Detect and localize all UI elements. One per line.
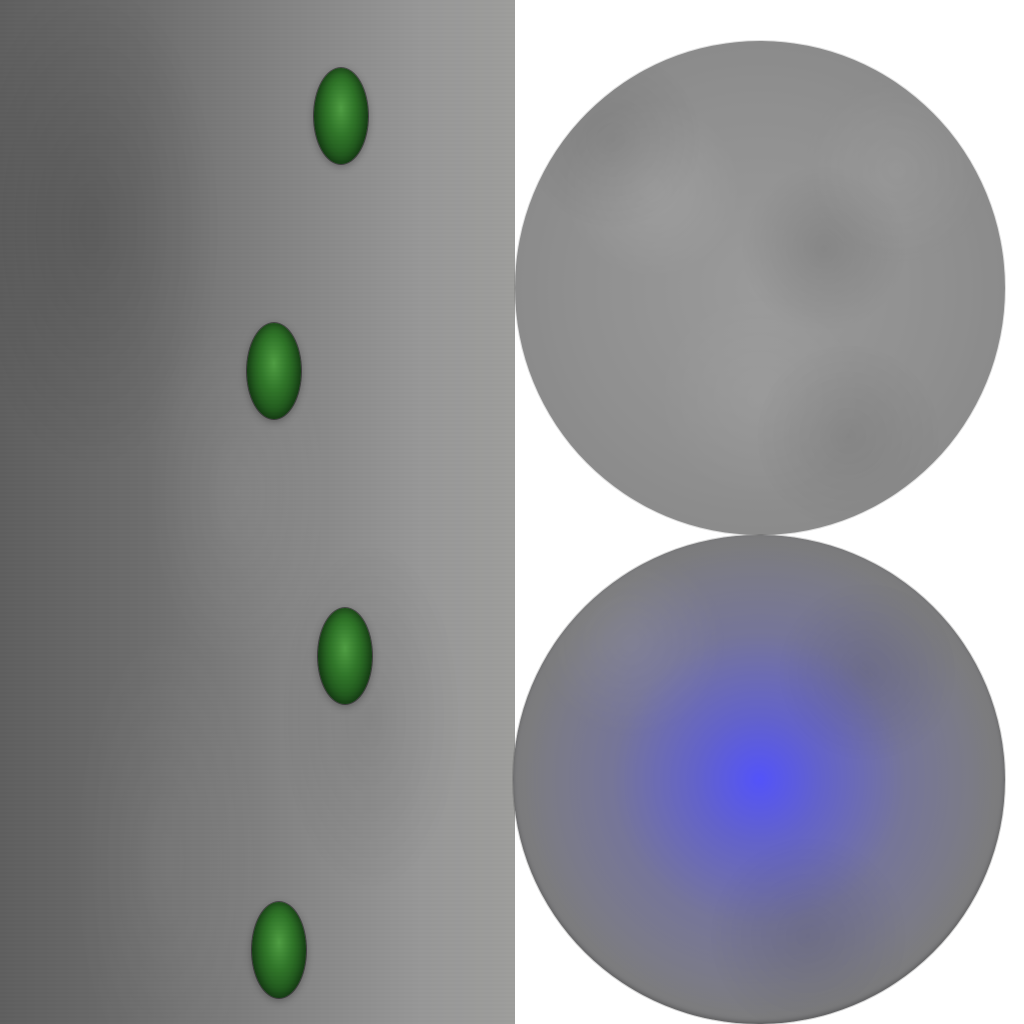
- blue-gradient-disc: [513, 535, 1005, 1024]
- green-stud-marker: [252, 902, 306, 998]
- green-stud-marker: [314, 68, 368, 164]
- gray-texture-disc: [515, 41, 1005, 535]
- green-stud-marker: [318, 608, 372, 704]
- green-stud-marker: [247, 323, 301, 419]
- gray-texture-panel: [0, 0, 515, 1024]
